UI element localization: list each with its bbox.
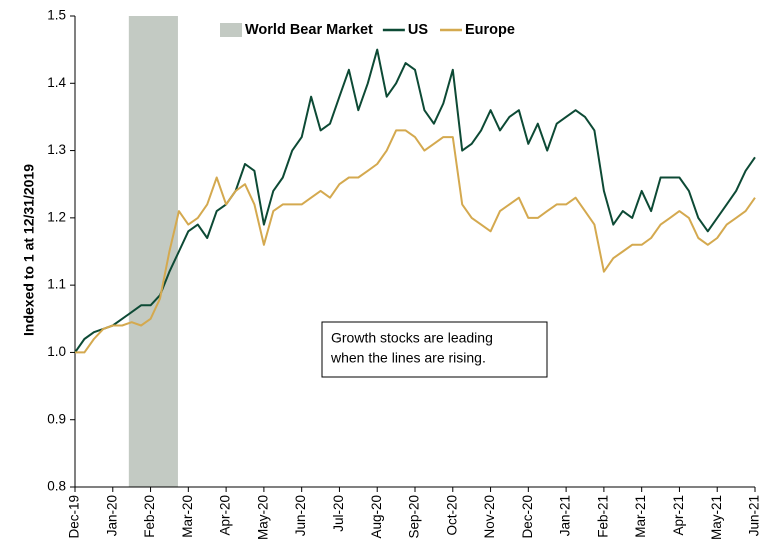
x-tick-label: Jan-20 bbox=[104, 495, 119, 536]
x-tick-label: Oct-20 bbox=[444, 495, 459, 536]
y-tick-label: 1.4 bbox=[47, 75, 66, 90]
series-line bbox=[74, 48, 756, 353]
bear-market-shade bbox=[128, 16, 178, 487]
x-tick-label: Sep-20 bbox=[407, 495, 422, 539]
x-tick-label: Jun-20 bbox=[293, 495, 308, 536]
x-tick-label: Dec-19 bbox=[67, 495, 82, 539]
y-tick-label: 0.9 bbox=[47, 411, 66, 426]
x-tick-label: May-20 bbox=[255, 495, 270, 540]
legend-label: World Bear Market bbox=[245, 22, 373, 38]
x-tick-label: Jun-21 bbox=[747, 495, 762, 536]
x-tick-label: Mar-20 bbox=[180, 495, 195, 538]
annotation-box bbox=[321, 321, 548, 378]
y-tick-label: 1.1 bbox=[47, 277, 66, 292]
x-tick-label: Jan-21 bbox=[558, 495, 573, 536]
y-tick-label: 1.5 bbox=[47, 8, 66, 23]
x-tick-label: Nov-20 bbox=[482, 495, 497, 539]
y-tick-label: 1.0 bbox=[47, 344, 66, 359]
x-tick-label: Feb-21 bbox=[595, 495, 610, 538]
x-tick-label: Jul-20 bbox=[331, 495, 346, 532]
x-tick-label: Apr-20 bbox=[218, 495, 233, 536]
x-tick-label: Aug-20 bbox=[369, 495, 384, 539]
y-axis-label: Indexed to 1 at 12/31/2019 bbox=[21, 164, 37, 336]
series-line bbox=[75, 129, 756, 354]
legend-swatch bbox=[220, 23, 242, 37]
y-tick-label: 1.2 bbox=[47, 209, 66, 224]
y-tick-label: 0.8 bbox=[47, 479, 66, 494]
x-tick-label: Apr-21 bbox=[671, 495, 686, 536]
y-tick-label: 1.3 bbox=[47, 142, 66, 157]
x-tick-label: May-21 bbox=[709, 495, 724, 540]
legend-label: US bbox=[408, 22, 428, 38]
x-tick-label: Feb-20 bbox=[142, 495, 157, 538]
x-tick-label: Dec-20 bbox=[520, 495, 535, 539]
annotation-text: Growth stocks are leading bbox=[331, 330, 493, 346]
annotation-text: when the lines are rising. bbox=[330, 350, 486, 366]
x-tick-label: Mar-21 bbox=[633, 495, 648, 538]
legend-label: Europe bbox=[465, 22, 515, 38]
